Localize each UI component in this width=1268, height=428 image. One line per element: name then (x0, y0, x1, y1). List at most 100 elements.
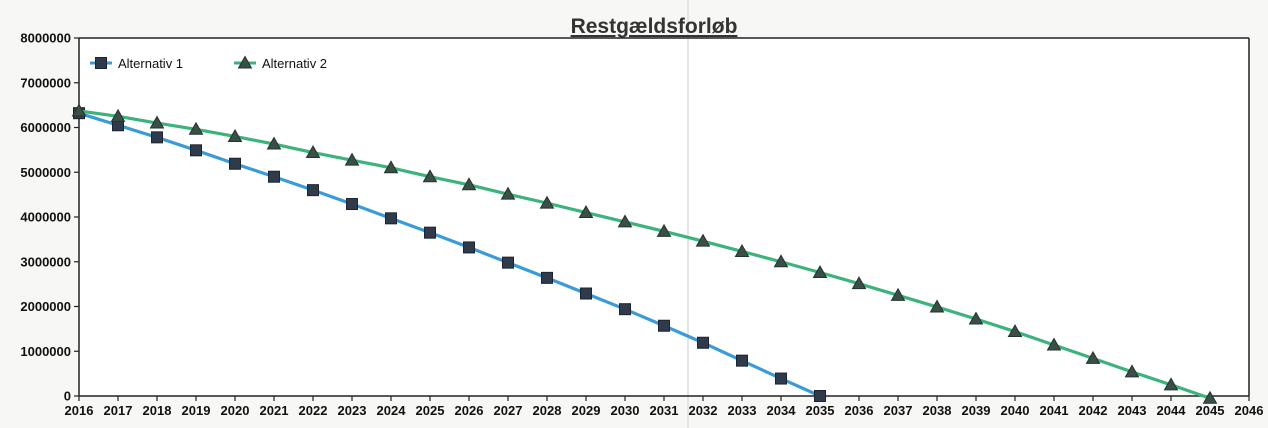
square-marker (229, 157, 241, 170)
x-tick-label: 2044 (1157, 403, 1187, 418)
square-marker (463, 241, 475, 254)
square-marker (424, 226, 436, 239)
square-marker (190, 144, 202, 157)
triangle-marker (851, 276, 867, 290)
triangle-marker (500, 186, 516, 200)
x-tick-label: 2017 (104, 403, 133, 418)
legend-marker-1 (95, 57, 107, 69)
triangle-marker (1202, 390, 1218, 404)
triangle-marker (422, 169, 438, 183)
x-tick-label: 2034 (767, 403, 797, 418)
x-axis-ticks: 2016 2017 2018 2019 2020 2021 2022 2023 2024 2025… (65, 396, 1264, 418)
triangle-marker (695, 233, 711, 247)
x-tick-label: 2021 (260, 403, 289, 418)
triangle-marker (1007, 324, 1023, 338)
y-tick-label: 3000000 (20, 254, 71, 269)
triangle-marker (578, 205, 594, 219)
x-tick-label: 2023 (338, 403, 367, 418)
x-tick-label: 2043 (1118, 403, 1147, 418)
triangle-marker (344, 152, 360, 166)
plot-area (79, 38, 1249, 396)
x-tick-label: 2030 (611, 403, 640, 418)
triangle-marker (812, 264, 828, 278)
series-layer (71, 103, 1218, 404)
x-tick-label: 2039 (962, 403, 991, 418)
x-tick-label: 2033 (728, 403, 757, 418)
triangle-marker (968, 311, 984, 325)
triangle-marker (71, 103, 87, 117)
y-tick-label: 4000000 (20, 210, 71, 225)
triangle-marker (734, 243, 750, 257)
square-marker (619, 303, 631, 316)
square-marker (346, 198, 358, 211)
y-tick-label: 6000000 (20, 120, 71, 135)
x-tick-label: 2019 (182, 403, 211, 418)
triangle-marker (929, 299, 945, 313)
legend-label-2: Alternativ 2 (262, 56, 327, 71)
triangle-marker (149, 115, 165, 129)
triangle-marker (305, 145, 321, 159)
y-tick-label: 5000000 (20, 165, 71, 180)
square-marker (385, 212, 397, 225)
x-tick-label: 2018 (143, 403, 172, 418)
triangle-marker (656, 223, 672, 237)
x-tick-label: 2028 (533, 403, 562, 418)
x-tick-label: 2022 (299, 403, 328, 418)
triangle-marker (110, 108, 126, 122)
square-marker (151, 131, 163, 144)
x-tick-label: 2031 (650, 403, 679, 418)
square-marker (775, 372, 787, 385)
x-tick-label: 2041 (1040, 403, 1069, 418)
y-tick-label: 1000000 (20, 344, 71, 359)
triangle-marker (188, 121, 204, 135)
square-marker (502, 256, 514, 269)
x-tick-label: 2032 (689, 403, 718, 418)
x-tick-label: 2046 (1235, 403, 1264, 418)
triangle-marker (461, 177, 477, 191)
square-marker (268, 170, 280, 183)
x-tick-label: 2035 (806, 403, 835, 418)
triangle-marker (539, 195, 555, 209)
x-tick-label: 2016 (65, 403, 94, 418)
triangle-marker (266, 136, 282, 150)
square-marker (307, 184, 319, 197)
x-tick-label: 2037 (884, 403, 913, 418)
triangle-marker (383, 160, 399, 174)
legend-marker-2 (237, 55, 253, 69)
square-marker (541, 271, 553, 284)
x-tick-label: 2027 (494, 403, 523, 418)
square-marker (658, 319, 670, 332)
triangle-marker (617, 214, 633, 228)
y-tick-label: 2000000 (20, 299, 71, 314)
legend: Alternativ 1 Alternativ 2 (90, 55, 327, 71)
square-marker (736, 354, 748, 367)
triangle-marker (1046, 337, 1062, 351)
x-tick-label: 2040 (1001, 403, 1030, 418)
square-marker (814, 390, 826, 402)
series-line-1 (78, 111, 821, 398)
x-tick-label: 2036 (845, 403, 874, 418)
legend-label-1: Alternativ 1 (118, 56, 183, 71)
chart-title: Restgældsforløb (571, 15, 738, 38)
triangle-marker (773, 254, 789, 268)
y-tick-label: 0 (64, 389, 71, 404)
x-tick-label: 2038 (923, 403, 952, 418)
square-marker (580, 287, 592, 300)
triangle-marker (1085, 350, 1101, 364)
triangle-marker (890, 287, 906, 301)
x-tick-label: 2020 (221, 403, 250, 418)
triangle-marker (227, 128, 243, 142)
x-tick-label: 2029 (572, 403, 601, 418)
triangle-marker (1124, 364, 1140, 378)
y-tick-label: 7000000 (20, 75, 71, 90)
y-tick-label: 8000000 (20, 31, 71, 46)
x-tick-label: 2026 (455, 403, 484, 418)
x-tick-label: 2024 (377, 403, 407, 418)
y-axis-ticks: 0 1000000 2000000 3000000 4000000 5000000 6000… (20, 31, 79, 404)
x-tick-label: 2042 (1079, 403, 1108, 418)
square-marker (697, 336, 709, 349)
triangle-marker (1163, 377, 1179, 391)
x-tick-label: 2045 (1196, 403, 1225, 418)
x-tick-label: 2025 (416, 403, 445, 418)
